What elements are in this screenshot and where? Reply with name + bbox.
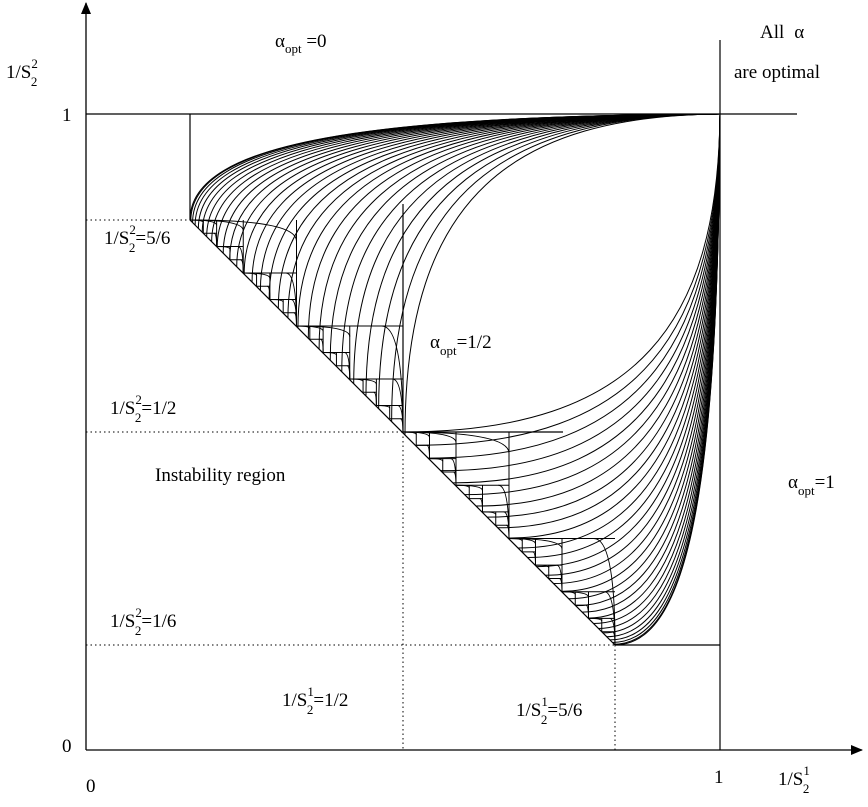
y-tick-1: 1 (62, 105, 72, 126)
guide-lines (86, 219, 616, 750)
top-curve (391, 113, 721, 422)
axes (81, 2, 863, 755)
stair-box (309, 326, 324, 340)
top-curve (404, 113, 721, 436)
stair-curve (426, 444, 430, 459)
instability-label: Instability region (155, 465, 286, 486)
top-curve (216, 113, 721, 248)
x-axis-label: 1/S1 2 (778, 763, 810, 796)
right-curve (401, 113, 721, 433)
stair-curve (323, 352, 337, 356)
stair-curve (189, 219, 204, 223)
top-curve (222, 113, 721, 254)
right-curve (508, 113, 721, 539)
stair-curve (243, 272, 258, 276)
fractal-curves (189, 113, 721, 646)
stair-box (282, 299, 297, 314)
region-right-label: αopt=1 (788, 472, 835, 498)
stair-box (468, 485, 483, 500)
stair-box (455, 432, 509, 486)
stair-curve (373, 391, 377, 406)
stair-box (495, 511, 509, 526)
stair-box (362, 379, 377, 393)
x-tick-0: 0 (86, 776, 96, 797)
stair-curve (482, 511, 497, 515)
stair-curve (293, 312, 297, 327)
stair-box (349, 326, 403, 380)
region-top-label: αopt =0 (275, 31, 327, 56)
stair-curve (376, 405, 391, 409)
right-curve (497, 113, 721, 529)
stair-curve (588, 617, 603, 622)
region-corner-label-1: All α (760, 22, 804, 43)
stair-curve (532, 551, 536, 566)
right-curve (428, 113, 721, 459)
right-curve (588, 113, 721, 619)
y-tick-0: 0 (62, 736, 72, 757)
right-curve (602, 113, 721, 634)
level-y-1-6: 1/S2 2=1/6 (110, 605, 176, 638)
stair-box (535, 538, 562, 566)
stair-curve (508, 538, 523, 542)
stair-curve (455, 484, 470, 489)
stair-box (322, 326, 350, 353)
stair-curve (479, 498, 483, 512)
stair-curve (429, 458, 444, 462)
stair-curve (349, 378, 364, 382)
stair-curve (269, 299, 284, 303)
stair-box (442, 458, 456, 473)
stair-box (242, 220, 297, 274)
stair-box (548, 565, 562, 579)
stair-curve (585, 604, 589, 619)
right-curve (476, 113, 721, 507)
y-axis-label: 1/S2 2 (6, 56, 38, 89)
stair-curve (346, 365, 351, 380)
level-x-5-6: 1/S1 2=5/6 (516, 694, 582, 727)
top-curve (297, 113, 721, 328)
stair-curve (267, 285, 271, 300)
instability-boundary (189, 219, 616, 646)
stair-curve (320, 338, 324, 353)
stair-box (296, 220, 403, 327)
stair-curve (400, 418, 404, 433)
stair-box (375, 379, 403, 406)
stair-box (256, 273, 270, 287)
level-y-1-2: 1/S2 2=1/2 (110, 392, 176, 425)
top-curve (329, 113, 721, 361)
region-corner-label-2: are optimal (734, 62, 820, 83)
right-curve (415, 113, 721, 446)
stair-box (335, 352, 350, 367)
stair-curve (453, 471, 457, 486)
stair-curve (535, 564, 550, 568)
stair-box (521, 538, 536, 553)
x-tick-1: 1 (714, 767, 724, 788)
level-y-5-6: 1/S2 2=5/6 (104, 222, 170, 255)
stair-curve (216, 246, 231, 250)
stair-curve (296, 325, 311, 329)
stair-curve (402, 431, 417, 435)
stair-box (482, 485, 509, 513)
stair-curve (561, 591, 576, 595)
region-center-label: αopt=1/2 (430, 332, 492, 358)
stair-curve (559, 577, 563, 592)
level-x-1-2: 1/S1 2=1/2 (282, 684, 348, 717)
top-curve (307, 113, 721, 339)
top-curve (365, 113, 721, 396)
right-curve (582, 113, 721, 613)
stair-curve (506, 524, 510, 539)
stair-curve (240, 259, 244, 274)
stair-curve (213, 232, 218, 247)
stair-box (415, 432, 430, 446)
top-curve (378, 113, 721, 409)
stair-curve (612, 631, 616, 646)
